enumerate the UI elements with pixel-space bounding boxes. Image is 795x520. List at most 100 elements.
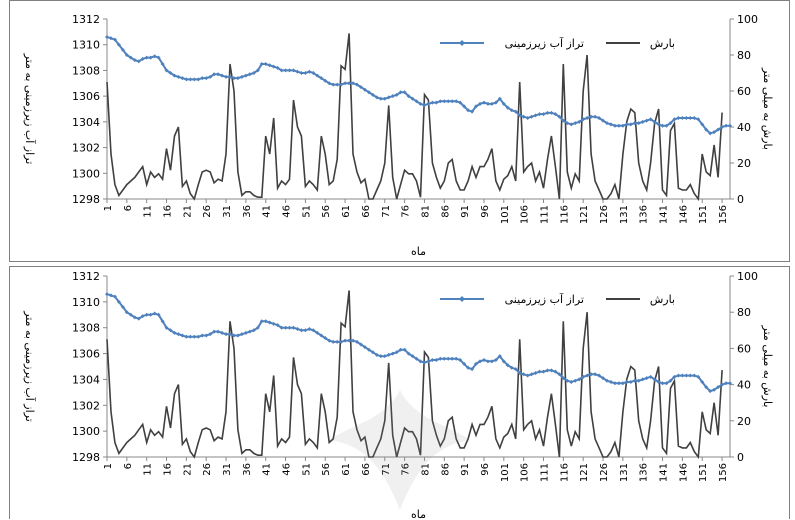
y-left-tick-label: 1308 <box>72 322 100 335</box>
x-tick-label: 16 <box>163 463 174 476</box>
groundwater-point <box>124 310 129 315</box>
groundwater-point <box>525 373 530 378</box>
groundwater-point <box>283 68 288 73</box>
x-tick-label: 106 <box>520 205 531 224</box>
groundwater-point <box>362 87 367 92</box>
legend-label-rainfall: بارش <box>650 293 675 306</box>
groundwater-point <box>148 55 153 60</box>
x-tick-label: 1 <box>103 205 114 211</box>
groundwater-point <box>493 358 498 363</box>
groundwater-point <box>422 103 427 108</box>
groundwater-point <box>660 381 665 386</box>
groundwater-point <box>525 116 530 120</box>
groundwater-point <box>351 81 356 86</box>
groundwater-point <box>529 372 534 377</box>
groundwater-point <box>402 347 407 352</box>
groundwater-point <box>569 122 574 127</box>
y-left-tick-label: 1300 <box>72 167 100 180</box>
groundwater-point <box>470 367 475 372</box>
groundwater-point <box>164 325 169 330</box>
groundwater-point <box>208 332 213 337</box>
groundwater-point <box>454 99 459 104</box>
groundwater-point <box>724 381 729 386</box>
x-tick-label: 111 <box>539 205 550 224</box>
x-tick-label: 6 <box>123 205 134 211</box>
groundwater-point <box>410 96 415 101</box>
groundwater-point <box>632 378 637 383</box>
x-tick-label: 71 <box>381 463 392 476</box>
groundwater-point <box>557 114 562 119</box>
x-tick-label: 101 <box>500 463 511 482</box>
x-tick-label: 146 <box>678 463 689 482</box>
x-tick-label: 16 <box>163 205 174 218</box>
groundwater-point <box>271 64 276 69</box>
groundwater-point <box>434 100 439 105</box>
x-tick-label: 1 <box>103 463 114 469</box>
x-tick-label: 31 <box>222 463 233 476</box>
groundwater-point <box>604 121 609 126</box>
x-tick-label: 156 <box>718 463 729 482</box>
y-axis-left-title: تراز آب زیرزمینی به متر <box>23 310 37 422</box>
groundwater-point <box>577 377 582 382</box>
groundwater-point <box>700 122 705 127</box>
x-tick-label: 116 <box>559 463 570 482</box>
legend-marker-groundwater <box>459 40 465 46</box>
x-tick-label: 156 <box>718 205 729 224</box>
groundwater-point <box>172 73 177 78</box>
groundwater-point <box>430 358 435 363</box>
groundwater-point <box>231 333 236 338</box>
x-tick-label: 11 <box>143 463 154 476</box>
groundwater-point <box>616 123 621 128</box>
groundwater-point <box>481 358 486 363</box>
groundwater-point <box>180 76 185 81</box>
y-left-tick-label: 1302 <box>72 142 100 155</box>
groundwater-point <box>604 378 609 383</box>
watermark-emblem <box>330 390 470 510</box>
groundwater-point <box>200 76 205 81</box>
groundwater-point <box>335 82 340 87</box>
groundwater-point <box>347 338 352 343</box>
y-left-tick-label: 1306 <box>72 348 100 361</box>
groundwater-point <box>497 96 502 101</box>
y-right-tick-label: 100 <box>737 13 758 26</box>
groundwater-point <box>434 358 439 363</box>
groundwater-point <box>470 109 475 114</box>
groundwater-point <box>200 333 205 338</box>
groundwater-point <box>160 319 165 324</box>
groundwater-point <box>608 122 613 127</box>
groundwater-point <box>370 92 375 97</box>
groundwater-point <box>716 127 721 132</box>
groundwater-point <box>426 359 431 364</box>
x-tick-label: 76 <box>401 205 412 218</box>
groundwater-point <box>513 367 518 372</box>
groundwater-point <box>192 334 197 339</box>
groundwater-point <box>624 380 629 385</box>
groundwater-point <box>343 338 348 343</box>
groundwater-point <box>283 325 288 330</box>
chart-bottom: 1298 1300 1302 1304 1306 1308 1310 1312 0 20 40 60 8… <box>23 270 774 520</box>
groundwater-point <box>549 368 554 373</box>
groundwater-point <box>339 339 344 344</box>
groundwater-point <box>688 373 693 378</box>
groundwater-point <box>442 99 447 104</box>
series-line-groundwater <box>106 293 730 393</box>
groundwater-point <box>120 47 125 52</box>
groundwater-point <box>339 82 344 87</box>
x-tick-label: 81 <box>420 463 431 476</box>
groundwater-point <box>307 69 312 74</box>
groundwater-point <box>279 68 284 73</box>
x-axis-title: ماه <box>411 508 426 520</box>
chart-top: 1298 1300 1302 1304 1306 1308 1310 1312 0 20 40 60 8… <box>23 13 774 258</box>
groundwater-point <box>509 108 514 113</box>
y-right-tick-label: 40 <box>737 121 751 134</box>
groundwater-point <box>116 42 121 47</box>
groundwater-point <box>303 71 308 75</box>
groundwater-point <box>398 90 403 95</box>
groundwater-point <box>597 116 602 120</box>
groundwater-point <box>128 312 133 317</box>
groundwater-point <box>196 334 201 339</box>
groundwater-point <box>335 339 340 344</box>
groundwater-point <box>144 312 149 317</box>
groundwater-point <box>140 56 145 61</box>
y-left-tick-label: 1302 <box>72 399 100 412</box>
